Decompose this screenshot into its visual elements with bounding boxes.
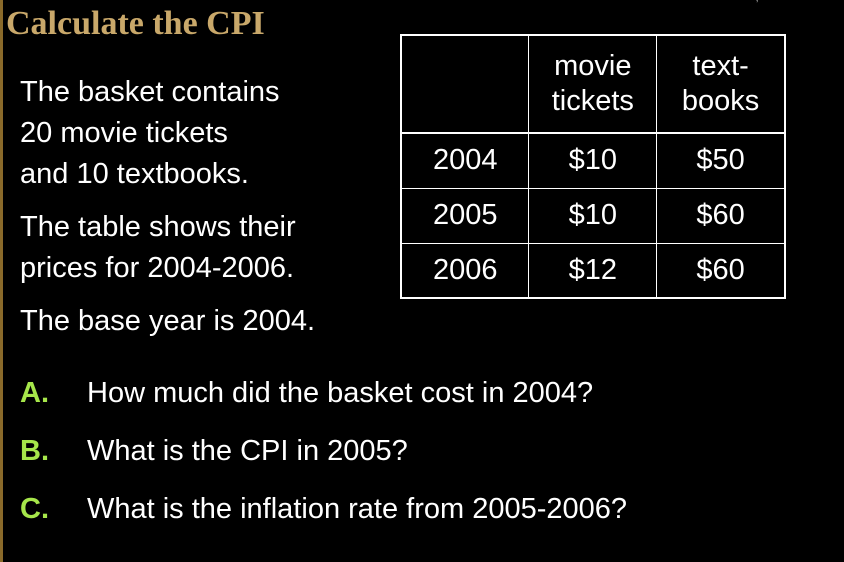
year-cell: 2006	[400, 242, 530, 299]
question-a: A. How much did the basket cost in 2004?	[20, 364, 627, 422]
question-text: What is the CPI in 2005?	[87, 434, 408, 467]
intro-paragraph-base-year: The base year is 2004.	[20, 301, 390, 342]
price-table-header-row: movie tickets text- books	[400, 34, 786, 134]
intro-line: The base year is 2004.	[20, 305, 316, 337]
price-table-row: 2006 $12 $60	[400, 242, 786, 299]
left-accent-rule	[0, 0, 3, 562]
question-list: A. How much did the basket cost in 2004?…	[20, 364, 627, 538]
question-b: B. What is the CPI in 2005?	[20, 422, 627, 480]
header-line: movie	[554, 50, 632, 82]
movie-price-cell: $10	[528, 132, 658, 189]
header-line: tickets	[551, 85, 634, 117]
question-letter: C.	[20, 492, 49, 525]
textbook-price-cell: $60	[656, 242, 786, 299]
intro-paragraph-prices: The table shows their prices for 2004-20…	[20, 207, 390, 289]
intro-line: The table shows their	[20, 211, 296, 243]
question-letter: A.	[20, 376, 49, 409]
movie-price-cell: $12	[528, 242, 658, 299]
question-letter: B.	[20, 434, 49, 467]
year-cell: 2004	[400, 132, 530, 189]
price-table-row: 2005 $10 $60	[400, 187, 786, 244]
intro-line: prices for 2004-2006.	[20, 252, 295, 284]
intro-text: The basket contains 20 movie tickets and…	[20, 72, 390, 342]
intro-line: 20 movie tickets	[20, 117, 228, 149]
header-year-cell	[400, 34, 530, 134]
question-c: C. What is the inflation rate from 2005-…	[20, 480, 627, 538]
question-text: How much did the basket cost in 2004?	[87, 376, 594, 409]
movie-price-cell: $10	[528, 187, 658, 244]
header-line: text-	[692, 50, 749, 82]
textbook-price-cell: $50	[656, 132, 786, 189]
question-text: What is the inflation rate from 2005-200…	[87, 492, 628, 525]
header-movie-tickets: movie tickets	[528, 34, 658, 134]
slide-title: Calculate the CPI	[6, 5, 265, 42]
intro-line: and 10 textbooks.	[20, 158, 249, 190]
corner-mark: ’	[756, 0, 759, 10]
header-line: books	[681, 85, 760, 117]
header-textbooks: text- books	[656, 34, 786, 134]
price-table-row: 2004 $10 $50	[400, 132, 786, 189]
textbook-price-cell: $60	[656, 187, 786, 244]
intro-line: The basket contains	[20, 76, 280, 108]
intro-paragraph-basket: The basket contains 20 movie tickets and…	[20, 72, 390, 195]
price-table: movie tickets text- books 2004 $10 $50 2…	[400, 34, 786, 299]
year-cell: 2005	[400, 187, 530, 244]
